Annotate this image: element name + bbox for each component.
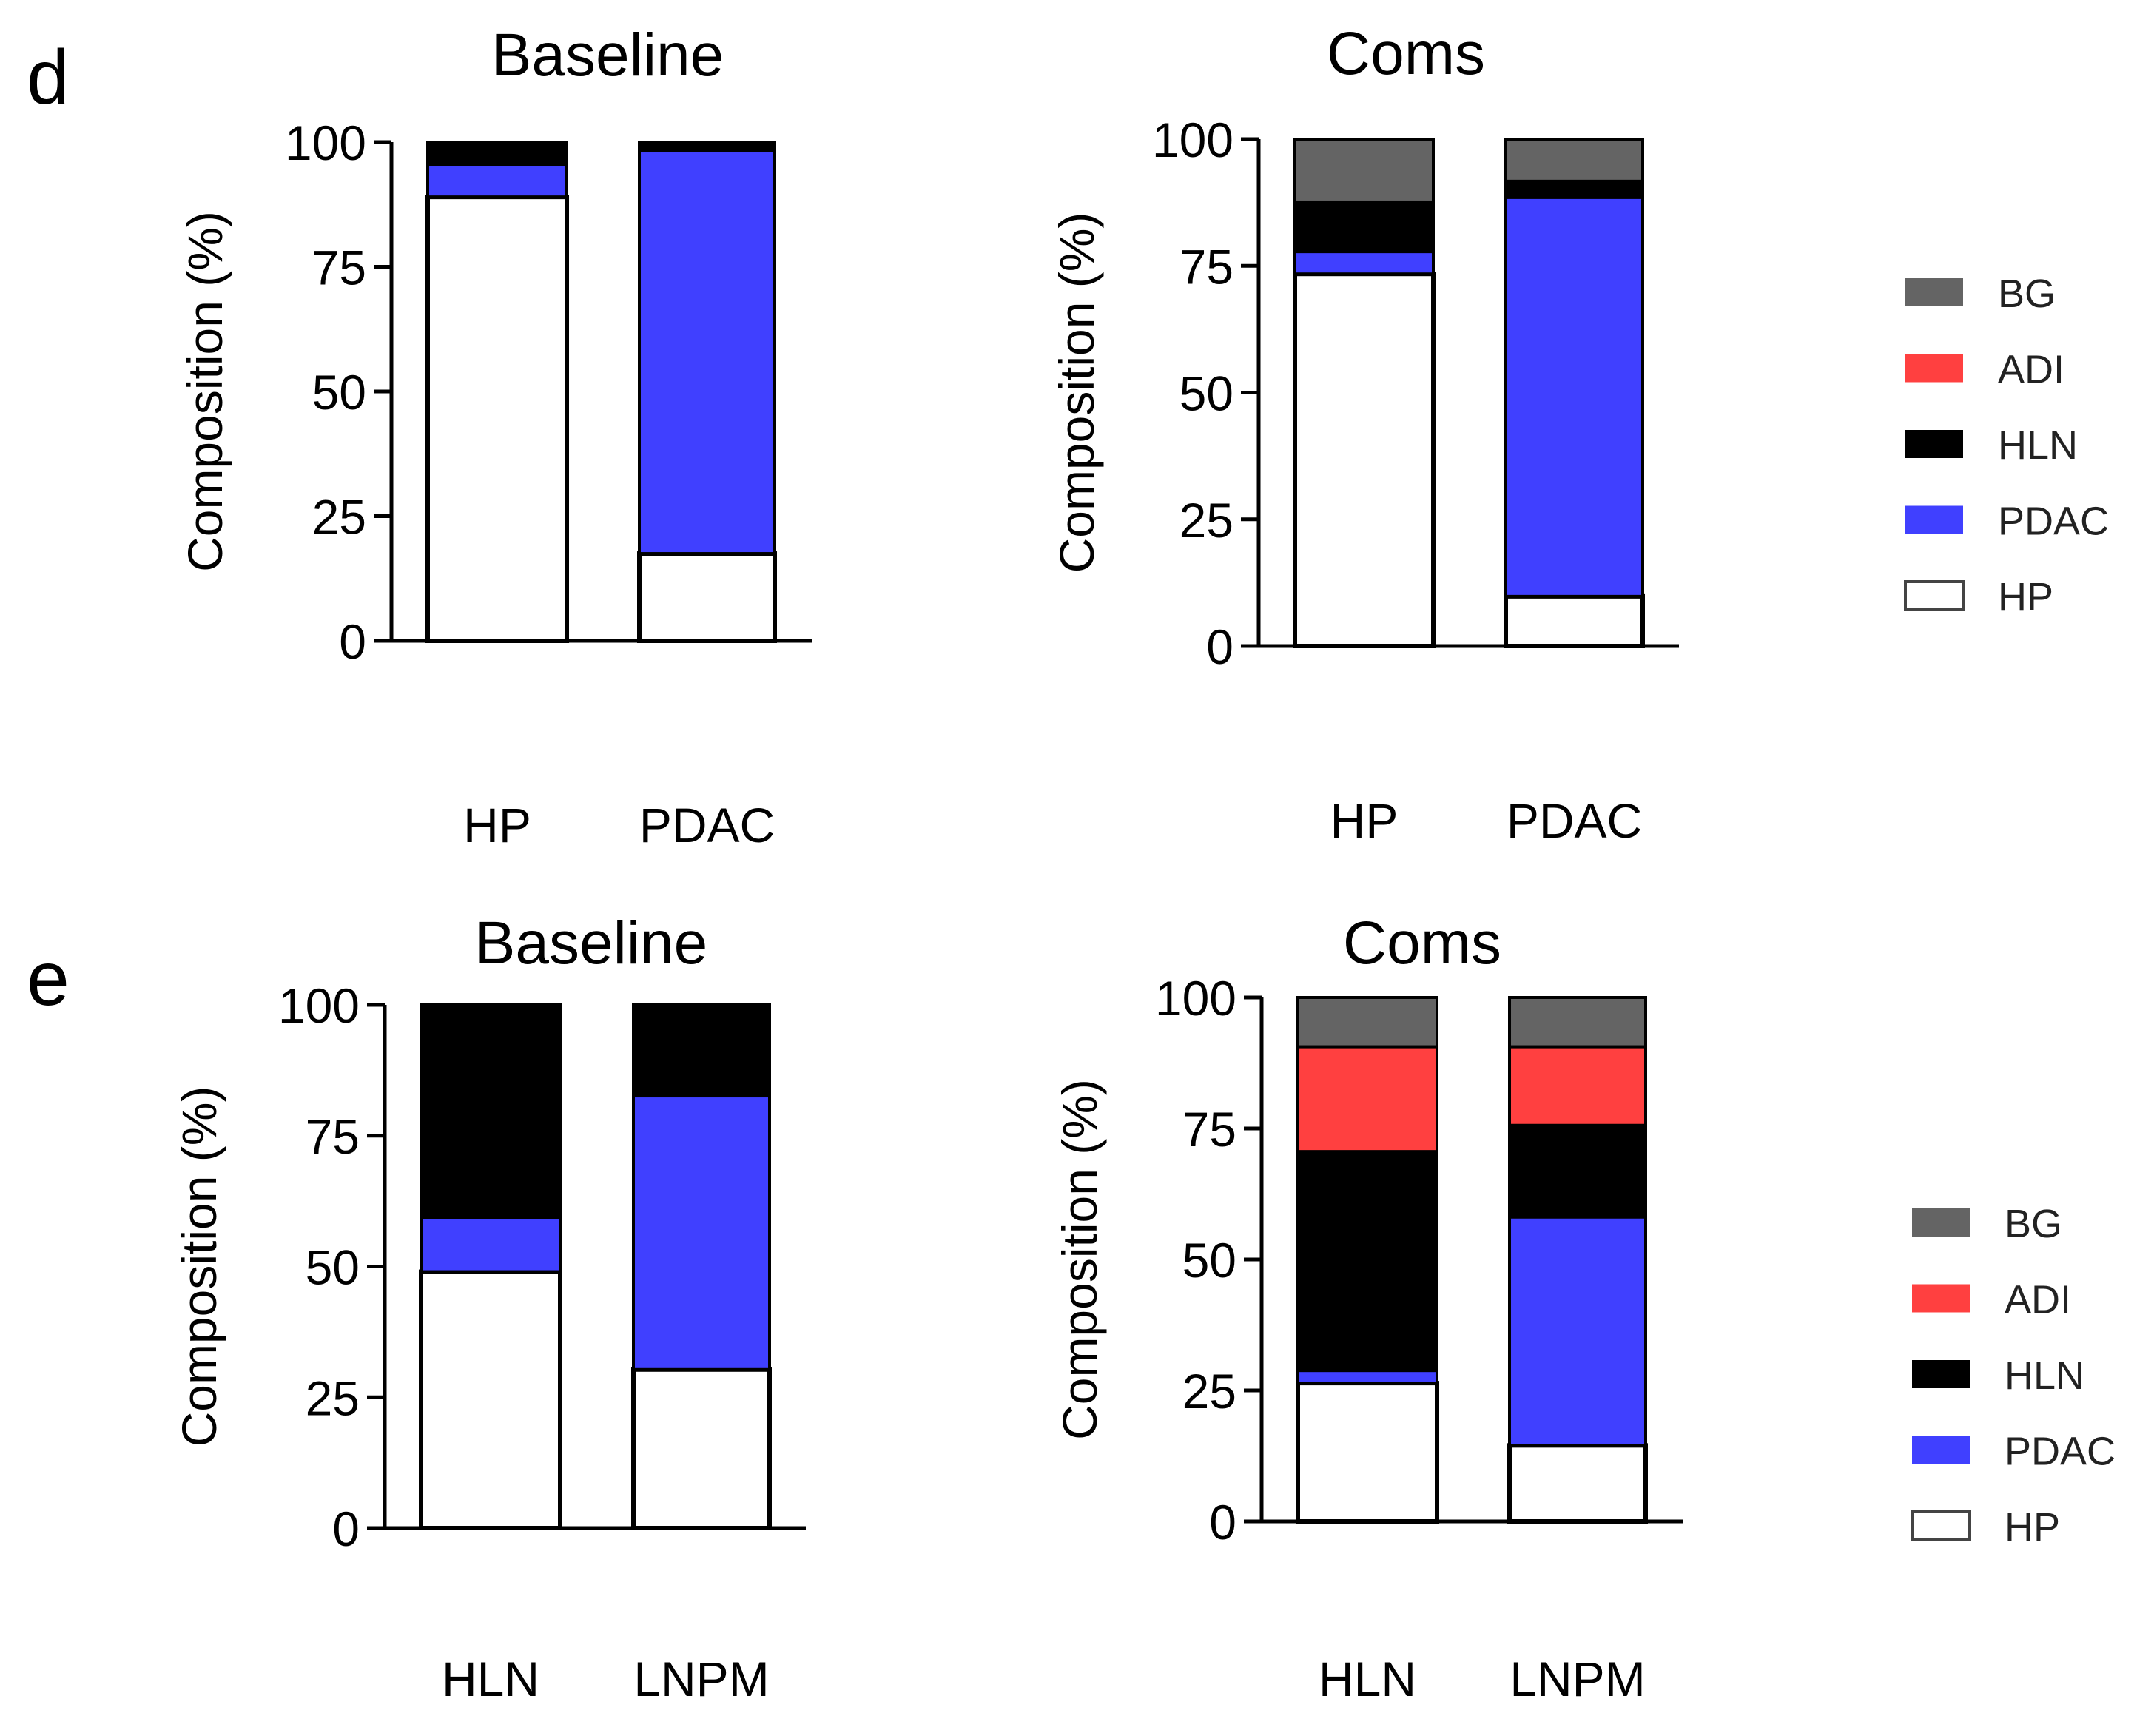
bar-segment-hp [419,1269,562,1530]
bar-segment-hln [426,141,568,166]
x-tick-label: HP [463,798,531,852]
y-tick-label: 25 [1179,493,1233,548]
panel-label: d [27,35,70,121]
legend-swatch-adi [1905,354,1963,383]
x-tick-label: HLN [442,1652,539,1706]
x-tick-label: PDAC [1507,793,1642,848]
y-tick-label: 50 [312,365,366,420]
legend-swatch-hln [1912,1360,1970,1388]
x-tick-label: LNPM [633,1652,769,1706]
legend-swatch-adi [1912,1284,1970,1313]
x-tick-label: LNPM [1510,1652,1645,1706]
y-tick-label: 75 [306,1109,360,1164]
legend-label-hln: HLN [1998,423,2078,468]
x-tick-label: HP [1330,793,1399,848]
legend-swatch-bg [1912,1208,1970,1237]
bar-segment-hp [1296,1381,1439,1524]
bar-segment-pdac [1504,195,1644,598]
bar-segment-pdac [420,1216,562,1274]
bar-segment-hln [1293,200,1435,254]
panel-label: e [27,936,70,1022]
legend-swatch-pdac [1905,505,1963,534]
legend-label-bg: BG [1998,272,2056,316]
y-tick-label: 0 [1209,1495,1236,1550]
y-tick-label: 25 [1182,1364,1236,1419]
y-tick-label: 50 [306,1240,360,1295]
bar-segment-hln [420,1003,562,1219]
bar-segment-pdac [632,1094,771,1371]
y-tick-label: 0 [339,614,366,669]
chart-title: Baseline [491,21,724,89]
chart-title: Coms [1343,909,1501,977]
legend-label-hln: HLN [2005,1353,2084,1398]
y-tick-label: 50 [1182,1233,1236,1288]
y-tick-label: 25 [306,1370,360,1425]
bar-segment-hp [637,551,777,643]
legend-label-bg: BG [2005,1202,2062,1246]
bar-segment-hln [632,1003,771,1098]
bar-segment-hp [1504,593,1645,648]
y-tick-label: 75 [1179,239,1233,294]
bar-segment-hln [1508,1123,1647,1219]
y-tick-label: 75 [1182,1102,1236,1157]
bar-segment-adi [1508,1045,1647,1127]
chart-title: Baseline [475,909,708,977]
legend-swatch-bg [1905,278,1963,306]
bar-segment-hp [1293,272,1436,648]
y-tick-label: 100 [1152,112,1233,167]
bar-segment-adi [1296,1045,1438,1154]
bar-segment-hp [425,195,569,643]
bar-segment-bg [1293,138,1435,203]
x-tick-label: HLN [1319,1652,1416,1706]
bar-segment-hp [631,1367,772,1531]
legend-label-hp: HP [2005,1505,2060,1550]
bar-segment-hp [1507,1443,1648,1524]
legend-label-pdac: PDAC [2005,1430,2116,1474]
y-axis-label: Composition (%) [1049,212,1104,573]
y-tick-label: 100 [278,978,360,1033]
y-tick-label: 100 [285,115,366,170]
legend-label-hp: HP [1998,575,2053,619]
y-tick-label: 50 [1179,366,1233,421]
legend-swatch-hp [1904,580,1965,611]
legend-swatch-hp [1911,1510,1971,1541]
legend-label-adi: ADI [2005,1278,2071,1322]
y-tick-label: 0 [1206,619,1233,674]
bar-segment-hln [638,141,776,152]
chart-title: Coms [1327,20,1485,87]
bar-segment-pdac [638,149,776,556]
bar-segment-pdac [1508,1215,1647,1447]
y-tick-label: 100 [1155,971,1236,1026]
y-tick-label: 0 [332,1501,360,1556]
legend-label-adi: ADI [1998,348,2064,392]
bar-segment-pdac [426,163,568,199]
bar-segment-pdac [1293,250,1435,276]
bar-segment-bg [1296,996,1438,1049]
bar-segment-pdac [1296,1369,1438,1385]
bar-segment-bg [1508,996,1647,1049]
y-tick-label: 25 [312,490,366,545]
x-tick-label: PDAC [639,798,775,852]
legend-swatch-pdac [1912,1436,1970,1464]
y-axis-label: Composition (%) [172,1086,226,1447]
bar-segment-bg [1504,138,1644,183]
legend-label-pdac: PDAC [1998,499,2109,544]
bar-segment-hln [1296,1150,1438,1373]
y-axis-label: Composition (%) [1052,1079,1107,1440]
y-tick-label: 75 [312,240,366,295]
bar-segment-hln [1504,179,1644,199]
legend-swatch-hln [1905,430,1963,458]
y-axis-label: Composition (%) [178,211,232,572]
